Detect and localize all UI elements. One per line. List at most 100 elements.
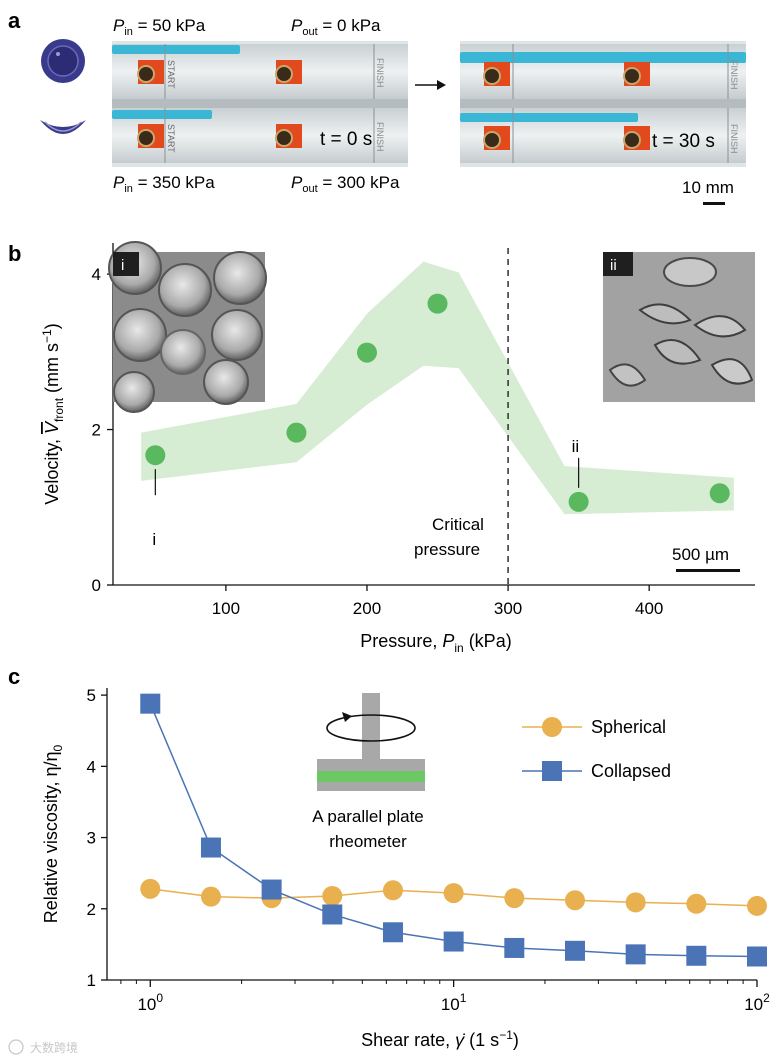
panel-label: a <box>8 8 21 33</box>
port-pin <box>623 126 650 150</box>
fluid-front-bottom <box>112 110 212 119</box>
finish-mark: FINISH <box>375 122 385 152</box>
data-point-spherical <box>686 893 707 914</box>
y-tick-label: 5 <box>87 686 96 705</box>
data-point <box>356 342 377 363</box>
data-point-spherical <box>443 883 464 904</box>
panel-c: c A parallel plate rheometer 1 2 3 4 5 100 101… <box>8 664 770 1050</box>
watermark-text: 大数跨境 <box>30 1040 78 1055</box>
data-point-spherical <box>140 878 161 899</box>
annotation-label-i: i <box>152 530 156 549</box>
data-point-collapsed <box>443 931 464 952</box>
scale-bar-b <box>676 569 740 572</box>
inset-image-i: i <box>108 241 267 413</box>
time-label-left: t = 0 s <box>320 129 372 150</box>
x-axis-title: Pressure, Pin (kPa) <box>360 631 511 655</box>
channel-photo-right: FINISH FINISH <box>460 41 746 167</box>
fluid-front-top <box>460 52 746 63</box>
annotation-label-ii: ii <box>572 437 580 456</box>
scale-bar-label-a: 10 mm <box>682 178 734 197</box>
series-line-collapsed <box>149 703 758 958</box>
scale-bar-a <box>703 202 725 205</box>
data-point <box>145 445 166 466</box>
inset-label-ii: ii <box>610 257 617 274</box>
y-axis-title: Relative viscosity, η/η0 <box>41 744 65 923</box>
critical-pressure-label: Critical <box>432 515 484 534</box>
p-out-bottom-label: Pout = 300 kPa <box>291 173 400 195</box>
data-point-spherical <box>382 880 403 901</box>
y-tick-label: 4 <box>87 757 96 776</box>
data-point-spherical <box>322 885 343 906</box>
x-tick-label: 400 <box>635 599 663 618</box>
p-out-top-label: Pout = 0 kPa <box>291 16 381 38</box>
data-point <box>286 422 307 443</box>
fluid-front-bottom <box>460 113 638 122</box>
y-tick-label: 4 <box>92 265 101 284</box>
finish-mark: FINISH <box>375 58 385 88</box>
y-tick-label: 3 <box>87 829 96 848</box>
arrow-right-icon <box>415 80 446 90</box>
rheometer-icon <box>317 693 425 791</box>
data-point <box>709 483 730 504</box>
p-in-top-label: Pin = 50 kPa <box>113 16 206 38</box>
data-point-spherical <box>625 892 646 913</box>
viscosity-plot: 1 2 3 4 5 100 101 102 Shear rate, γ̇ (1 s−1) Rela… <box>41 686 770 1050</box>
time-label-right: t = 30 s <box>652 131 715 152</box>
rheometer-caption: A parallel plate <box>312 807 424 826</box>
data-point-spherical <box>747 895 767 916</box>
port-pin <box>483 126 510 150</box>
data-point-collapsed <box>322 904 343 925</box>
legend-marker <box>542 761 562 781</box>
x-tick-label: 300 <box>494 599 522 618</box>
x-tick-label: 100 <box>137 991 163 1014</box>
watermark: 大数跨境 <box>8 1039 78 1055</box>
x-tick-label: 101 <box>441 991 467 1014</box>
y-tick-label: 2 <box>87 900 96 919</box>
data-point-collapsed <box>200 837 221 858</box>
inset-label-i: i <box>121 257 124 274</box>
legend-marker <box>542 717 562 737</box>
velocity-uncertainty-band <box>141 261 734 515</box>
data-point-collapsed <box>625 944 646 965</box>
fluid-front-top <box>112 45 240 54</box>
critical-pressure-label: pressure <box>414 540 480 559</box>
data-point-collapsed <box>382 922 403 943</box>
y-tick-label: 2 <box>92 421 101 440</box>
y-tick-label: 0 <box>92 576 101 595</box>
legend-label: Collapsed <box>591 761 671 781</box>
data-point-collapsed <box>686 945 707 966</box>
y-tick-label: 1 <box>87 971 96 990</box>
data-point-collapsed <box>261 879 282 900</box>
data-point-collapsed <box>140 693 161 714</box>
panel-a: a Pin = 50 kPa Pout = 0 kPa <box>8 8 746 205</box>
y-axis-title: Velocity, Vfront (mm s−1) <box>40 323 66 504</box>
start-mark: START <box>166 60 176 89</box>
x-tick-label: 100 <box>212 599 240 618</box>
data-point-spherical <box>504 888 525 909</box>
data-point <box>427 293 448 314</box>
data-point-collapsed <box>564 940 585 961</box>
data-point-spherical <box>564 890 585 911</box>
inset-image-ii: ii <box>603 252 755 402</box>
port-pin <box>275 60 302 84</box>
scale-bar-label-b: 500 µm <box>672 545 729 564</box>
panel-label: b <box>8 241 21 266</box>
x-tick-label: 200 <box>353 599 381 618</box>
port-pin <box>623 62 650 86</box>
finish-mark: FINISH <box>729 60 739 90</box>
p-in-bottom-label: Pin = 350 kPa <box>113 173 215 195</box>
rheometer-caption: rheometer <box>329 832 407 851</box>
data-point-spherical <box>200 886 221 907</box>
data-point-collapsed <box>504 937 525 958</box>
start-mark: START <box>166 124 176 153</box>
x-axis-title: Shear rate, γ̇ (1 s−1) <box>361 1028 519 1050</box>
data-point <box>568 491 589 512</box>
port-pin <box>137 60 164 84</box>
port-pin <box>483 62 510 86</box>
spherical-capsule-icon <box>41 39 85 83</box>
port-pin <box>275 124 302 148</box>
x-tick-label: 102 <box>744 991 770 1014</box>
